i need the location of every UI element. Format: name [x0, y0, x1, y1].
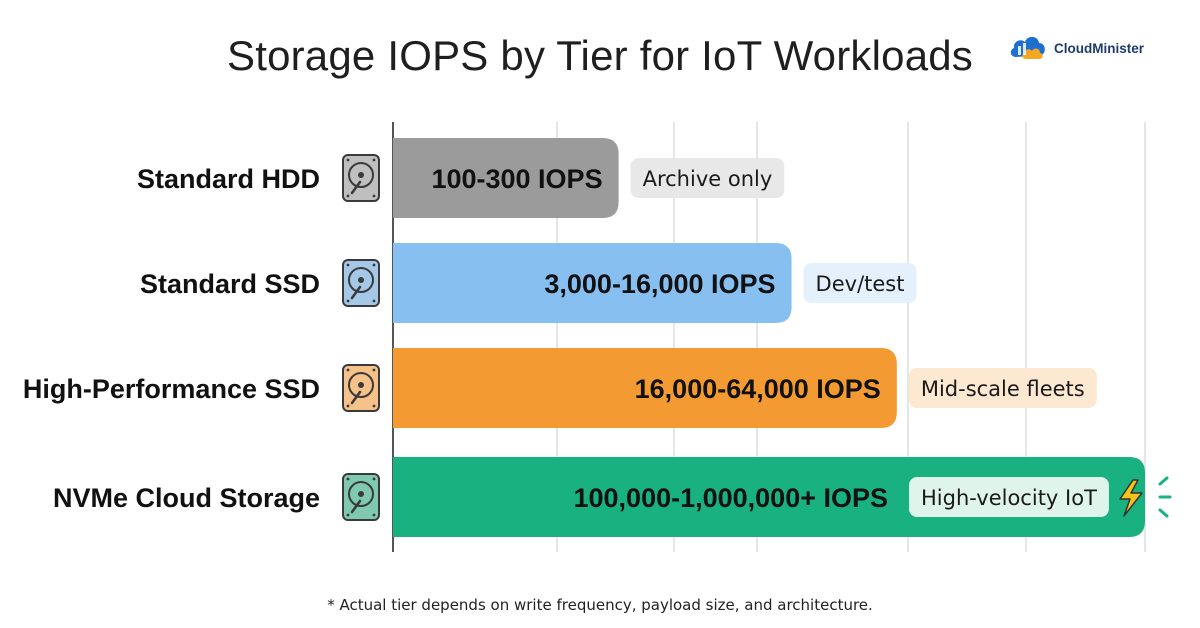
value-label: 100-300 IOPS: [431, 164, 602, 194]
brand-logo: CloudMinister: [1008, 30, 1144, 66]
category-label: High-Performance SSD: [23, 374, 320, 404]
cloud-icon: [1010, 36, 1045, 59]
bar: [393, 348, 897, 428]
note-pill: [630, 158, 785, 198]
note-label: High-velocity IoT: [921, 486, 1097, 510]
lightning-bolt-icon: [1119, 476, 1172, 518]
bar: [393, 243, 792, 323]
value-label: 3,000-16,000 IOPS: [544, 269, 775, 299]
value-label: 16,000-64,000 IOPS: [635, 374, 881, 404]
note-pill: [803, 263, 917, 303]
value-label: 100,000-1,000,000+ IOPS: [574, 483, 889, 513]
category-label: Standard HDD: [137, 164, 320, 194]
hard-drive-icon: [342, 364, 380, 412]
note-label: Archive only: [643, 167, 773, 191]
hard-drive-icon: [342, 259, 380, 307]
category-label: NVMe Cloud Storage: [53, 483, 320, 513]
bar: [393, 138, 619, 218]
hard-drive-icon: [342, 473, 380, 521]
chart-title: Storage IOPS by Tier for IoT Workloads: [226, 32, 974, 79]
note-label: Mid-scale fleets: [921, 377, 1085, 401]
hard-drive-icon: [342, 154, 380, 202]
footnote: * Actual tier depends on write frequency…: [327, 596, 873, 614]
note-pill: [908, 368, 1097, 408]
category-label: Standard SSD: [140, 269, 320, 299]
note-label: Dev/test: [816, 272, 905, 296]
note-pill: [909, 477, 1109, 517]
brand-name: CloudMinister: [1054, 40, 1144, 56]
